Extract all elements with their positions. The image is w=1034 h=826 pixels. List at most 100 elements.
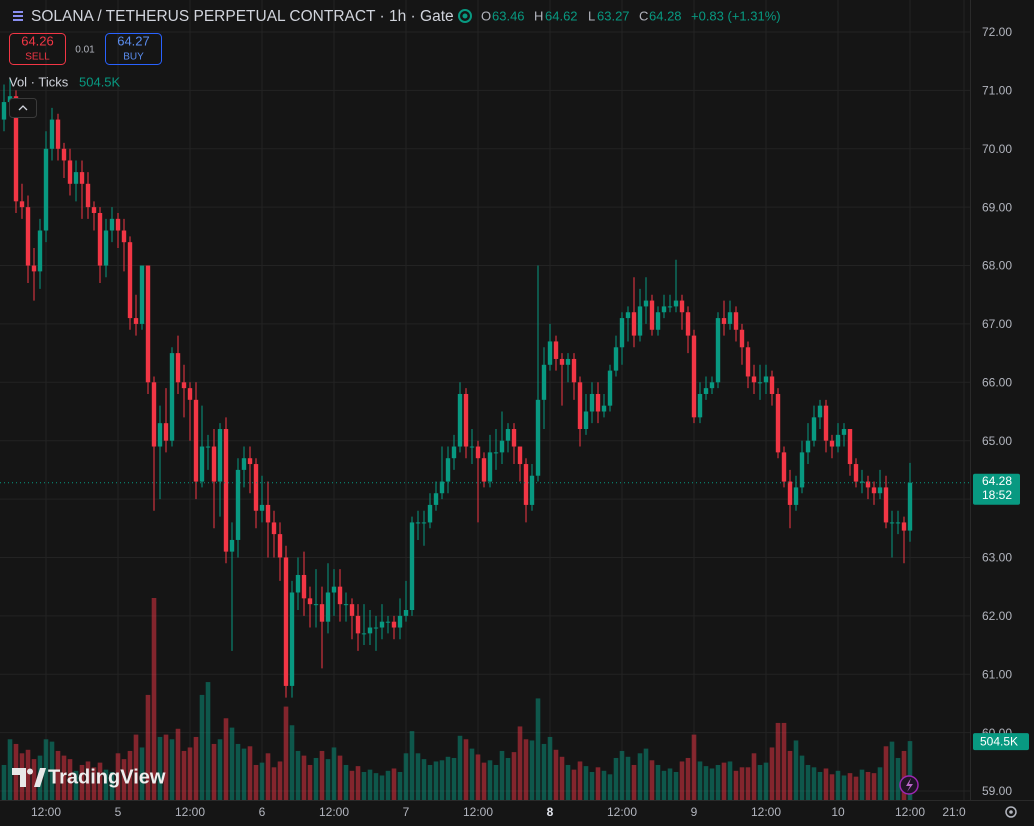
candle-body bbox=[451, 446, 457, 459]
candle-body bbox=[733, 312, 739, 330]
candle-body bbox=[361, 633, 367, 635]
volume-bar bbox=[577, 761, 583, 800]
volume-bar bbox=[907, 741, 913, 800]
volume-tag-label: 504.5K bbox=[980, 734, 1018, 748]
volume-bar bbox=[1, 764, 7, 800]
volume-bar bbox=[463, 739, 469, 800]
candle-body bbox=[175, 353, 181, 383]
candle-body bbox=[169, 353, 175, 441]
volume-bar bbox=[193, 736, 199, 800]
candle-body bbox=[541, 364, 547, 400]
sell-button[interactable]: 64.26 SELL bbox=[9, 33, 66, 65]
volume-bar bbox=[565, 764, 571, 800]
candle-body bbox=[343, 604, 349, 606]
candle-body bbox=[475, 446, 481, 459]
menu-icon[interactable] bbox=[13, 11, 23, 21]
candle-body bbox=[301, 574, 307, 599]
candle-body bbox=[817, 405, 823, 418]
candle-body bbox=[859, 481, 865, 483]
volume-bar bbox=[523, 739, 529, 800]
candle-body bbox=[553, 341, 559, 359]
volume-bar bbox=[661, 770, 667, 800]
candle-body bbox=[571, 358, 577, 383]
volume-bar bbox=[589, 771, 595, 800]
candle-body bbox=[37, 230, 43, 272]
candle-body bbox=[751, 376, 757, 383]
candle-body bbox=[895, 522, 901, 524]
volume-bar bbox=[25, 749, 31, 800]
volume-bar bbox=[169, 739, 175, 800]
candle-body bbox=[55, 119, 61, 149]
volume-bar bbox=[253, 764, 259, 800]
candle-body bbox=[25, 207, 31, 266]
candle-body bbox=[265, 504, 271, 523]
candle-body bbox=[685, 312, 691, 336]
legend-value: 63.27 bbox=[597, 8, 630, 23]
volume-bar bbox=[355, 766, 361, 800]
candle-body bbox=[781, 452, 787, 482]
y-tick-label: 65.00 bbox=[982, 434, 1012, 448]
volume-bar bbox=[79, 764, 85, 800]
candle-body bbox=[829, 440, 835, 447]
x-tick-label: 10 bbox=[831, 805, 845, 819]
volume-bar bbox=[625, 756, 631, 800]
candle-body bbox=[121, 230, 127, 243]
candle-body bbox=[793, 487, 799, 505]
candle-body bbox=[97, 212, 103, 266]
volume-bar bbox=[313, 757, 319, 800]
volume-bar bbox=[445, 756, 451, 800]
candle-body bbox=[547, 341, 553, 365]
volume-bar bbox=[373, 773, 379, 800]
buy-button[interactable]: 64.27 BUY bbox=[105, 33, 162, 65]
volume-bar bbox=[439, 760, 445, 800]
candle-body bbox=[229, 539, 235, 552]
candle-body bbox=[115, 218, 121, 231]
candle-body bbox=[139, 265, 145, 324]
y-tick-label: 62.00 bbox=[982, 609, 1012, 623]
candle-body bbox=[385, 621, 391, 623]
volume-title: Vol · Ticks bbox=[9, 74, 69, 89]
volume-bar bbox=[619, 750, 625, 800]
candle-body bbox=[679, 300, 685, 313]
volume-value: 504.5K bbox=[79, 74, 121, 89]
candle-body bbox=[613, 347, 619, 371]
volume-bar bbox=[487, 760, 493, 800]
collapse-button[interactable] bbox=[9, 98, 37, 118]
candle-body bbox=[13, 96, 19, 202]
status-icon bbox=[458, 9, 472, 23]
volume-bar bbox=[811, 767, 817, 800]
volume-bar bbox=[325, 759, 331, 800]
volume-bar bbox=[379, 775, 385, 800]
volume-bar bbox=[475, 754, 481, 800]
volume-bar bbox=[163, 734, 169, 800]
volume-bar bbox=[769, 747, 775, 800]
legend-label: L bbox=[588, 8, 595, 23]
volume-bar bbox=[601, 770, 607, 800]
volume-bar bbox=[859, 769, 865, 800]
volume-bar bbox=[433, 761, 439, 800]
candle-body bbox=[19, 201, 25, 208]
candle-body bbox=[367, 627, 373, 634]
x-tick-label: 12:00 bbox=[175, 805, 205, 819]
volume-bar bbox=[295, 750, 301, 800]
candle-body bbox=[535, 399, 541, 476]
volume-bar bbox=[211, 743, 217, 800]
lightning-button[interactable] bbox=[899, 775, 919, 795]
candle-body bbox=[457, 393, 463, 447]
candle-body bbox=[655, 312, 661, 330]
volume-bar bbox=[385, 770, 391, 800]
candle-body bbox=[847, 429, 853, 465]
settings-button[interactable] bbox=[1005, 806, 1017, 818]
candle-body bbox=[487, 452, 493, 482]
candle-body bbox=[61, 148, 67, 161]
candle-body bbox=[283, 557, 289, 686]
candle-body bbox=[637, 306, 643, 336]
candle-body bbox=[379, 621, 385, 628]
candle-body bbox=[769, 376, 775, 394]
volume-bar bbox=[901, 750, 907, 800]
candle-body bbox=[199, 446, 205, 482]
candle-body bbox=[331, 586, 337, 593]
volume-bar bbox=[289, 725, 295, 800]
candle-body bbox=[409, 522, 415, 611]
